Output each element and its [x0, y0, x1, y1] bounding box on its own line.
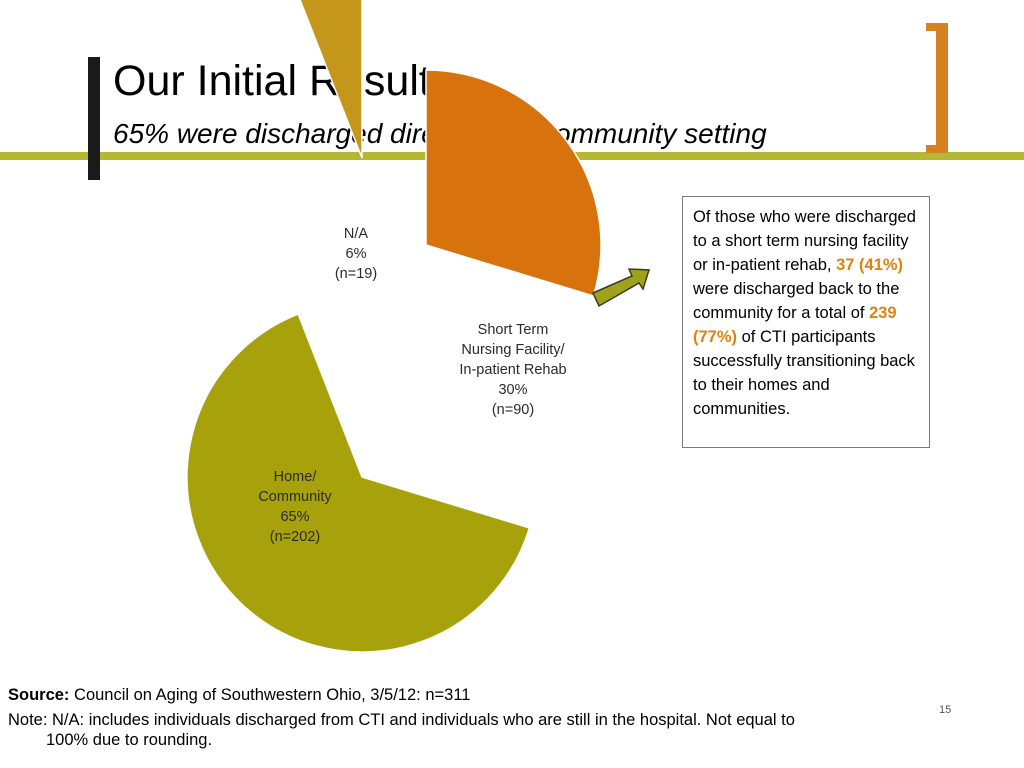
callout-highlight-1: 37 (41%): [836, 256, 904, 274]
page-number: 15: [939, 704, 952, 716]
pie-slice: [299, 0, 363, 159]
right-bracket-decoration: [926, 23, 948, 153]
pie-slice: [186, 313, 531, 653]
arrow-icon: [591, 268, 651, 308]
callout-text-1: Of those who were discharged to a short …: [693, 208, 916, 274]
pie-slice-label: Short Term Nursing Facility/In-patient Re…: [459, 322, 566, 418]
source-line: Source: Council on Aging of Southwestern…: [8, 685, 470, 705]
left-bracket-decoration: [88, 57, 100, 180]
note-text: Note: N/A: includes individuals discharg…: [8, 710, 968, 750]
note-line-2: 100% due to rounding.: [46, 731, 213, 749]
source-label: Source:: [8, 686, 70, 704]
pie-slice-label: Home/Community 65% (n=202): [258, 469, 332, 545]
callout-highlight-2: 239 (77%): [693, 304, 897, 346]
note-line-1: Note: N/A: includes individuals discharg…: [8, 711, 795, 729]
pie-slice: [425, 69, 602, 297]
callout-text-2: were discharged back to the community fo…: [693, 280, 900, 322]
slide-title: Our Initial Results:: [113, 57, 465, 105]
callout-box: Of those who were discharged to a short …: [682, 196, 930, 448]
source-text: Council on Aging of Southwestern Ohio, 3…: [69, 686, 471, 704]
pie-slice-label: N/A 6% (n=19): [335, 226, 377, 282]
callout-text-3: of CTI participants successfully transit…: [693, 328, 915, 418]
